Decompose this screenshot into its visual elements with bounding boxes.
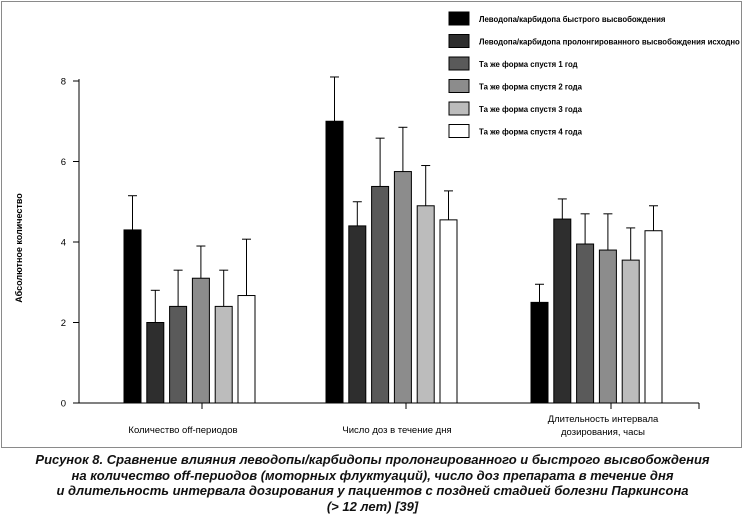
bar [325, 120, 344, 404]
x-category-label: Количество off-периодов [128, 425, 237, 436]
bar [348, 225, 367, 404]
bar [393, 171, 412, 404]
legend-label: Та же форма спустя 1 год [479, 60, 578, 69]
y-tick-label: 8 [61, 77, 66, 88]
bar [439, 219, 458, 404]
bar [644, 230, 663, 404]
y-axis-label: Абсолютное количество [14, 193, 24, 303]
legend-label: Леводопа/карбидопа быстрого высвобождени… [479, 15, 665, 24]
bar [598, 249, 617, 404]
bar [553, 218, 572, 404]
legend-label: Та же форма спустя 4 года [479, 128, 583, 137]
legend-label: Та же форма спустя 2 года [479, 83, 583, 92]
figure-caption: Рисунок 8. Сравнение влияния леводопы/ка… [0, 452, 745, 514]
caption-line: на количество off-периодов (моторных флу… [71, 467, 674, 483]
legend-label: Та же форма спустя 3 года [479, 105, 583, 114]
bar [123, 229, 142, 404]
bar-chart: 0 2 4 6 8 Абсолютное количество Количество off… [14, 11, 740, 438]
bar [416, 205, 435, 404]
legend-swatch [448, 34, 470, 48]
bar [169, 305, 188, 404]
y-tick-label: 0 [61, 399, 66, 410]
bar [576, 243, 595, 404]
x-category-label: дозирования, часы [561, 427, 645, 438]
legend-swatch [448, 56, 470, 71]
bar [191, 277, 210, 404]
caption-line: (> 12 лет) [39] [326, 498, 419, 514]
bar [146, 322, 165, 404]
caption-line: Рисунок 8. Сравнение влияния леводопы/ка… [35, 452, 710, 467]
y-tick-label: 4 [61, 238, 66, 249]
y-tick-label: 2 [61, 318, 66, 329]
legend-swatch [448, 11, 470, 26]
bar [214, 305, 233, 404]
legend-swatch [448, 79, 470, 93]
bar [371, 185, 390, 404]
legend-swatch [448, 101, 470, 116]
bar [530, 301, 549, 404]
chart-frame: 0 2 4 6 8 Абсолютное количество Количество off… [1, 1, 742, 448]
legend-swatch [448, 124, 470, 138]
legend-label: Леводопа/карбидопа пролонгированного выс… [479, 38, 740, 47]
x-category-label: Число доз в течение дня [342, 425, 451, 436]
y-tick-label: 6 [61, 157, 66, 168]
x-category-label: Длительность интервала [548, 414, 659, 425]
caption-line: и длительность интервала дозирования у п… [56, 483, 689, 498]
bar [621, 259, 640, 404]
bar [237, 295, 256, 404]
